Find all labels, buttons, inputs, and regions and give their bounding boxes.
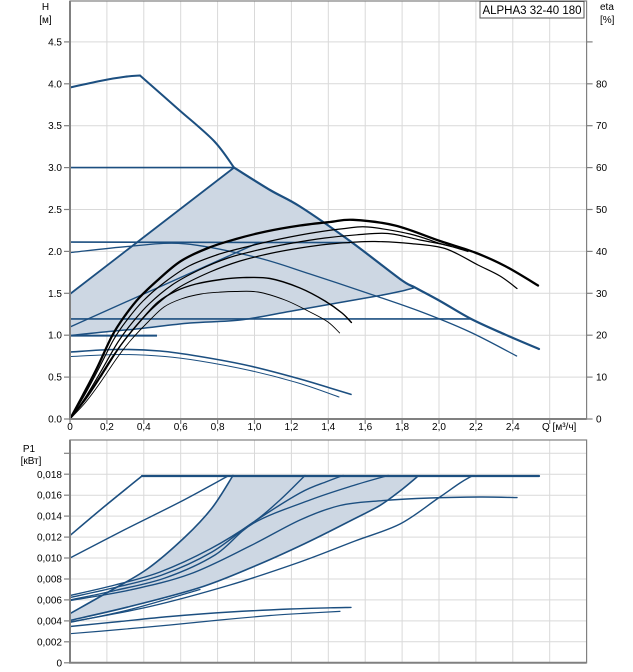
svg-text:[м]: [м] <box>39 15 52 26</box>
svg-text:0.0: 0.0 <box>48 415 62 426</box>
svg-text:0,008: 0,008 <box>37 575 62 586</box>
svg-text:0: 0 <box>56 658 62 669</box>
svg-text:0: 0 <box>67 422 73 433</box>
svg-text:1,6: 1,6 <box>358 422 372 433</box>
svg-text:H: H <box>42 2 49 13</box>
svg-text:10: 10 <box>596 373 608 384</box>
svg-text:1,4: 1,4 <box>321 422 335 433</box>
svg-text:50: 50 <box>596 205 608 216</box>
svg-text:2,0: 2,0 <box>432 422 446 433</box>
svg-text:4.5: 4.5 <box>48 37 62 48</box>
svg-text:[%]: [%] <box>600 15 615 26</box>
svg-text:ALPHA3 32-40 180: ALPHA3 32-40 180 <box>482 5 581 17</box>
svg-text:30: 30 <box>596 289 608 300</box>
svg-text:0,002: 0,002 <box>37 637 62 648</box>
svg-text:0.5: 0.5 <box>48 373 62 384</box>
svg-text:0,2: 0,2 <box>100 422 114 433</box>
svg-text:1.5: 1.5 <box>48 289 62 300</box>
svg-text:1,2: 1,2 <box>284 422 298 433</box>
svg-text:0,6: 0,6 <box>174 422 188 433</box>
svg-text:[кВт]: [кВт] <box>21 456 42 467</box>
svg-text:2.5: 2.5 <box>48 205 62 216</box>
svg-text:2,2: 2,2 <box>469 422 483 433</box>
svg-text:1,8: 1,8 <box>395 422 409 433</box>
svg-text:0,012: 0,012 <box>37 533 62 544</box>
svg-text:0,006: 0,006 <box>37 595 62 606</box>
svg-text:0,016: 0,016 <box>37 491 62 502</box>
svg-text:4.0: 4.0 <box>48 79 62 90</box>
svg-text:eta: eta <box>600 2 614 13</box>
svg-text:80: 80 <box>596 79 608 90</box>
svg-text:20: 20 <box>596 331 608 342</box>
svg-text:0,4: 0,4 <box>137 422 151 433</box>
svg-text:0,010: 0,010 <box>37 554 62 565</box>
svg-text:40: 40 <box>596 247 608 258</box>
svg-text:0,8: 0,8 <box>211 422 225 433</box>
svg-text:0,004: 0,004 <box>37 616 62 627</box>
svg-text:P1: P1 <box>23 444 36 455</box>
svg-text:2,4: 2,4 <box>506 422 520 433</box>
svg-text:0,018: 0,018 <box>37 470 62 481</box>
svg-text:3.5: 3.5 <box>48 121 62 132</box>
svg-text:0: 0 <box>596 415 602 426</box>
svg-text:3.0: 3.0 <box>48 163 62 174</box>
svg-text:2.0: 2.0 <box>48 247 62 258</box>
svg-text:Q [м³/ч]: Q [м³/ч] <box>542 422 577 433</box>
svg-text:1.0: 1.0 <box>48 331 62 342</box>
svg-text:1,0: 1,0 <box>248 422 262 433</box>
svg-text:60: 60 <box>596 163 608 174</box>
svg-text:70: 70 <box>596 121 608 132</box>
svg-text:0,014: 0,014 <box>37 512 62 523</box>
